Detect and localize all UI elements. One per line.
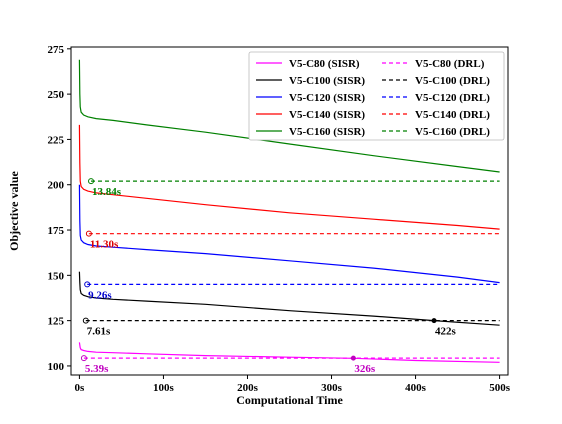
legend-item-label: V5-C120 (SISR) bbox=[289, 92, 365, 104]
annotation-label: 7.61s bbox=[87, 326, 111, 338]
y-axis-label: Objective value bbox=[7, 171, 21, 251]
annotation-marker bbox=[82, 317, 89, 324]
annotation-label: 13.84s bbox=[92, 186, 122, 198]
annotation-label: 422s bbox=[435, 326, 457, 338]
annotation-marker bbox=[84, 281, 91, 288]
annotation-marker bbox=[350, 355, 356, 361]
x-tick-label: 0s bbox=[75, 382, 86, 394]
plot-frame bbox=[70, 46, 509, 376]
legend-item-label: V5-C80 (DRL) bbox=[415, 58, 485, 70]
legend-item-label: V5-C100 (SISR) bbox=[289, 75, 365, 87]
annotation-label: 11.30s bbox=[90, 239, 119, 251]
series-line-v5-c100-sisr bbox=[78, 271, 500, 326]
legend-box bbox=[248, 51, 505, 141]
y-tick-label: 150 bbox=[48, 270, 65, 282]
x-tick-label: 300s bbox=[321, 382, 343, 394]
legend-item-label: V5-C140 (DRL) bbox=[415, 109, 490, 121]
legend-item-label: V5-C140 (SISR) bbox=[289, 109, 365, 121]
annotation-label: 5.39s bbox=[85, 363, 109, 375]
series-line-v5-c80-sisr bbox=[78, 342, 500, 363]
y-tick-label: 275 bbox=[48, 44, 65, 56]
x-tick-label: 500s bbox=[489, 382, 511, 394]
y-tick-label: 225 bbox=[48, 134, 65, 146]
x-tick-label: 200s bbox=[237, 382, 259, 394]
x-tick-label: 100s bbox=[153, 382, 175, 394]
y-tick-label: 125 bbox=[48, 316, 65, 328]
axis-layer: 0s 100s 200s 300s 400s 500s 100 125 150 175 200 225… bbox=[48, 44, 511, 394]
annotation-marker bbox=[88, 178, 95, 185]
legend-item-label: V5-C160 (DRL) bbox=[415, 126, 490, 138]
y-tick-label: 100 bbox=[48, 361, 65, 373]
y-tick-label: 175 bbox=[48, 225, 65, 237]
y-tick-label: 250 bbox=[48, 89, 65, 101]
legend: V5-C80 (SISR) V5-C100 (SISR) V5-C120 (SISR… bbox=[248, 51, 505, 141]
y-tick-label: 200 bbox=[48, 180, 65, 192]
legend-item-label: V5-C100 (DRL) bbox=[415, 75, 490, 87]
series-line-v5-c160-sisr bbox=[78, 59, 500, 173]
legend-item-label: V5-C120 (DRL) bbox=[415, 92, 490, 104]
annotation-layer: 5.39s 7.61s 9.26s 11.30s 13.84s 326s 422s bbox=[80, 178, 457, 375]
series-line-v5-c140-sisr bbox=[78, 124, 500, 230]
legend-item-label: V5-C80 (SISR) bbox=[289, 58, 360, 70]
series-line-v5-c120-sisr bbox=[78, 184, 500, 284]
x-axis-label: Computational Time bbox=[236, 393, 343, 407]
x-tick-label: 400s bbox=[405, 382, 427, 394]
annotation-marker bbox=[85, 230, 92, 237]
annotation-marker bbox=[431, 318, 437, 324]
annotation-marker bbox=[80, 355, 87, 362]
legend-item-label: V5-C160 (SISR) bbox=[289, 126, 365, 138]
annotation-label: 9.26s bbox=[88, 289, 112, 301]
annotation-label: 326s bbox=[354, 363, 376, 375]
